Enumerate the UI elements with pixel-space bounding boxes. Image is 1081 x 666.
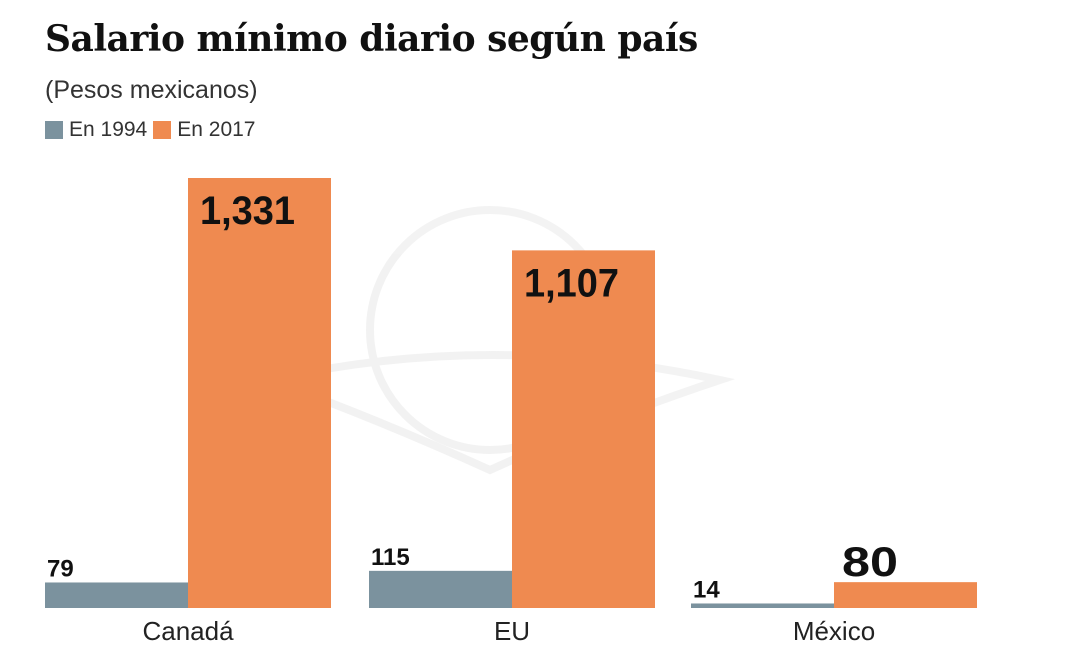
value-label-mexico-1994: 14 <box>693 576 720 603</box>
value-label-mexico-2017: 80 <box>842 538 898 585</box>
value-label-eu-2017: 1,107 <box>524 261 619 305</box>
chart-subtitle: (Pesos mexicanos) <box>45 76 258 104</box>
legend-label-1994: En 1994 <box>69 118 148 141</box>
legend-swatch-1994 <box>45 121 63 139</box>
category-label-eu: EU <box>494 616 530 646</box>
bar-mexico-1994 <box>691 603 834 608</box>
chart-title: Salario mínimo diario según país <box>45 18 698 60</box>
legend-swatch-2017 <box>153 121 172 139</box>
bar-canada-1994 <box>45 582 188 608</box>
legend-item-1994: En 1994 <box>45 118 147 142</box>
value-label-canada-1994: 79 <box>47 555 74 582</box>
value-label-canada-2017: 1,331 <box>200 189 295 233</box>
value-label-eu-1994: 115 <box>371 544 410 571</box>
bar-canada-2017 <box>188 178 331 608</box>
category-label-canada: Canadá <box>142 616 234 646</box>
bar-eu-2017 <box>512 250 655 608</box>
legend-item-2017: En 2017 <box>153 118 256 142</box>
category-label-mexico: México <box>793 616 875 646</box>
legend-label-2017: En 2017 <box>177 118 256 141</box>
bar-eu-1994 <box>369 570 512 608</box>
bar-mexico-2017 <box>834 582 977 608</box>
legend: En 1994 En 2017 <box>45 118 262 142</box>
